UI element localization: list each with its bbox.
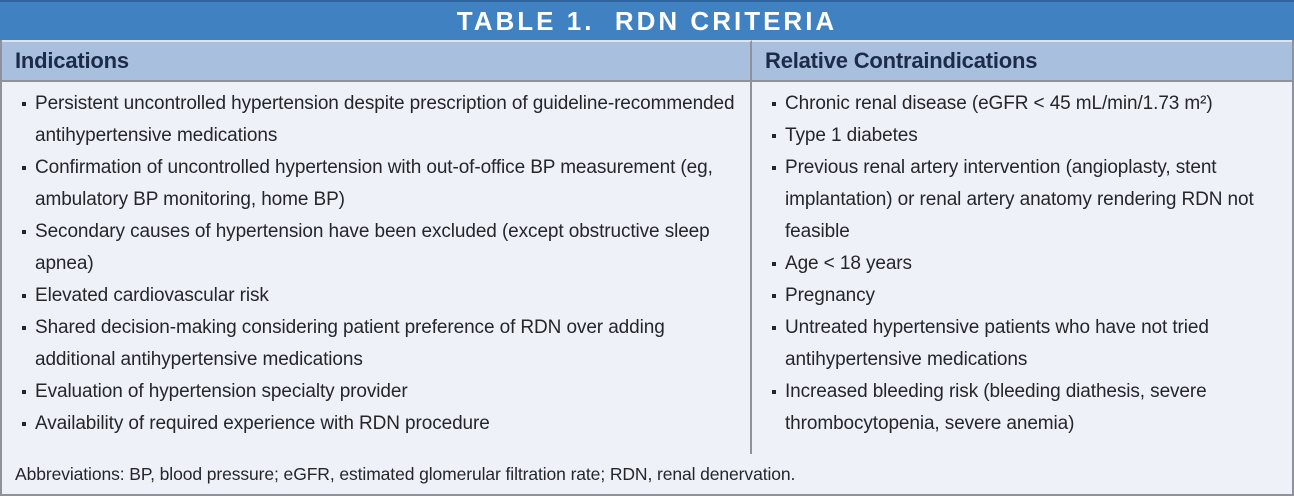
list-item-text: Availability of required experience with… bbox=[35, 413, 490, 434]
list-item-text: Shared decision-making considering patie… bbox=[35, 317, 665, 370]
list-item-text: Secondary causes of hypertension have be… bbox=[35, 221, 710, 274]
list-item-text: Confirmation of uncontrolled hypertensio… bbox=[35, 157, 713, 210]
list-item: Chronic renal disease (eGFR < 45 mL/min/… bbox=[772, 88, 1282, 120]
header-label-indications: Indications bbox=[15, 48, 129, 73]
list-item: Evaluation of hypertension specialty pro… bbox=[22, 376, 740, 408]
indications-list: Persistent uncontrolled hypertension des… bbox=[22, 88, 740, 440]
list-item: Availability of required experience with… bbox=[22, 408, 740, 440]
list-item-text: Elevated cardiovascular risk bbox=[35, 285, 269, 306]
list-item-text: Age < 18 years bbox=[785, 253, 912, 274]
bullet-icon bbox=[22, 422, 26, 426]
bullet-icon bbox=[772, 294, 776, 298]
relative-contraindications-cell: Chronic renal disease (eGFR < 45 mL/min/… bbox=[752, 82, 1292, 454]
list-item-text: Untreated hypertensive patients who have… bbox=[785, 317, 1209, 370]
table-body: Persistent uncontrolled hypertension des… bbox=[0, 82, 1294, 454]
bullet-icon bbox=[22, 166, 26, 170]
abbreviations-footnote-row: Abbreviations: BP, blood pressure; eGFR,… bbox=[0, 454, 1294, 496]
bullet-icon bbox=[772, 166, 776, 170]
list-item: Type 1 diabetes bbox=[772, 120, 1282, 152]
list-item: Increased bleeding risk (bleeding diathe… bbox=[772, 376, 1282, 440]
bullet-icon bbox=[22, 294, 26, 298]
list-item: Persistent uncontrolled hypertension des… bbox=[22, 88, 740, 152]
list-item-text: Persistent uncontrolled hypertension des… bbox=[35, 93, 735, 146]
list-item: Elevated cardiovascular risk bbox=[22, 280, 740, 312]
bullet-icon bbox=[22, 230, 26, 234]
header-label-relative-contraindications: Relative Contraindications bbox=[765, 48, 1038, 73]
bullet-icon bbox=[772, 134, 776, 138]
header-cell-indications: Indications bbox=[2, 40, 752, 80]
relative-contraindications-list: Chronic renal disease (eGFR < 45 mL/min/… bbox=[772, 88, 1282, 440]
list-item: Shared decision-making considering patie… bbox=[22, 312, 740, 376]
table-title: TABLE 1. RDN CRITERIA bbox=[456, 5, 838, 36]
list-item: Untreated hypertensive patients who have… bbox=[772, 312, 1282, 376]
bullet-icon bbox=[772, 262, 776, 266]
bullet-icon bbox=[772, 102, 776, 106]
list-item-text: Increased bleeding risk (bleeding diathe… bbox=[785, 381, 1207, 434]
bullet-icon bbox=[22, 102, 26, 106]
header-cell-relative-contraindications: Relative Contraindications bbox=[752, 40, 1292, 80]
list-item: Secondary causes of hypertension have be… bbox=[22, 216, 740, 280]
indications-cell: Persistent uncontrolled hypertension des… bbox=[2, 82, 752, 454]
bullet-icon bbox=[772, 390, 776, 394]
list-item-text: Previous renal artery intervention (angi… bbox=[785, 157, 1254, 242]
list-item-text: Pregnancy bbox=[785, 285, 875, 306]
list-item: Pregnancy bbox=[772, 280, 1282, 312]
list-item: Previous renal artery intervention (angi… bbox=[772, 152, 1282, 248]
abbreviations-footnote: Abbreviations: BP, blood pressure; eGFR,… bbox=[15, 463, 796, 484]
bullet-icon bbox=[22, 390, 26, 394]
bullet-icon bbox=[22, 326, 26, 330]
list-item-text: Evaluation of hypertension specialty pro… bbox=[35, 381, 408, 402]
list-item: Age < 18 years bbox=[772, 248, 1282, 280]
list-item: Confirmation of uncontrolled hypertensio… bbox=[22, 152, 740, 216]
list-item-text: Type 1 diabetes bbox=[785, 125, 918, 146]
bullet-icon bbox=[772, 326, 776, 330]
table-title-bar: TABLE 1. RDN CRITERIA bbox=[0, 0, 1294, 40]
list-item-text: Chronic renal disease (eGFR < 45 mL/min/… bbox=[785, 93, 1213, 114]
column-header-row: Indications Relative Contraindications bbox=[0, 40, 1294, 82]
